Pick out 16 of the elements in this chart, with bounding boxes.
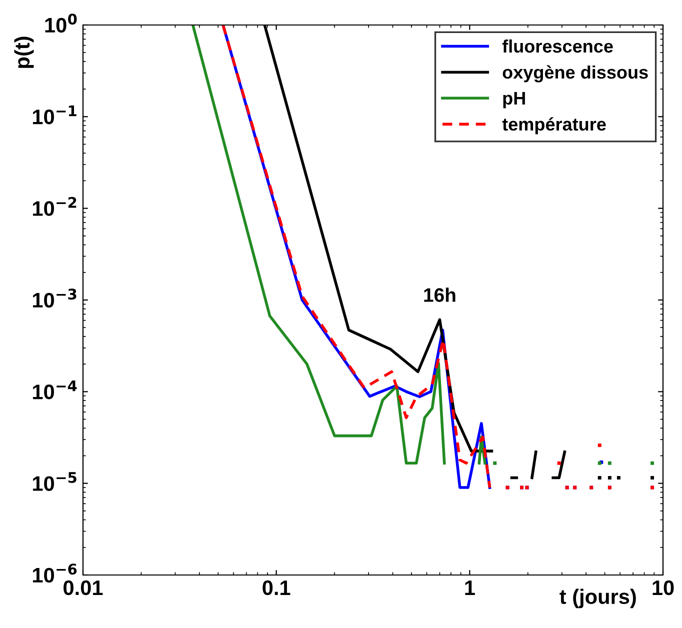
legend-label: oxygène dissous: [502, 65, 648, 82]
y-tick-label: 10$^{−3}$: [32, 288, 76, 308]
x-tick-label: 10: [652, 580, 674, 596]
y-tick-label: 10$^{−4}$: [32, 380, 77, 400]
y-tick-label: 10$^{−5}$: [32, 472, 76, 491]
x-axis-title: t (jours): [560, 588, 636, 608]
y-tick-label: 10$^{−1}$: [32, 105, 76, 124]
legend-label: température: [502, 117, 606, 134]
x-tick-label: 1: [465, 580, 475, 595]
annotation: 16h: [424, 288, 456, 302]
y-tick-label: 10$^{−2}$: [32, 196, 76, 216]
legend-label: pH: [503, 92, 525, 108]
x-tick-label: 0.1: [262, 580, 290, 596]
legend-label: fluorescence: [502, 39, 613, 53]
y-axis-title: p(t): [14, 36, 34, 68]
y-tick-label: 10$^{0}$: [45, 14, 77, 33]
